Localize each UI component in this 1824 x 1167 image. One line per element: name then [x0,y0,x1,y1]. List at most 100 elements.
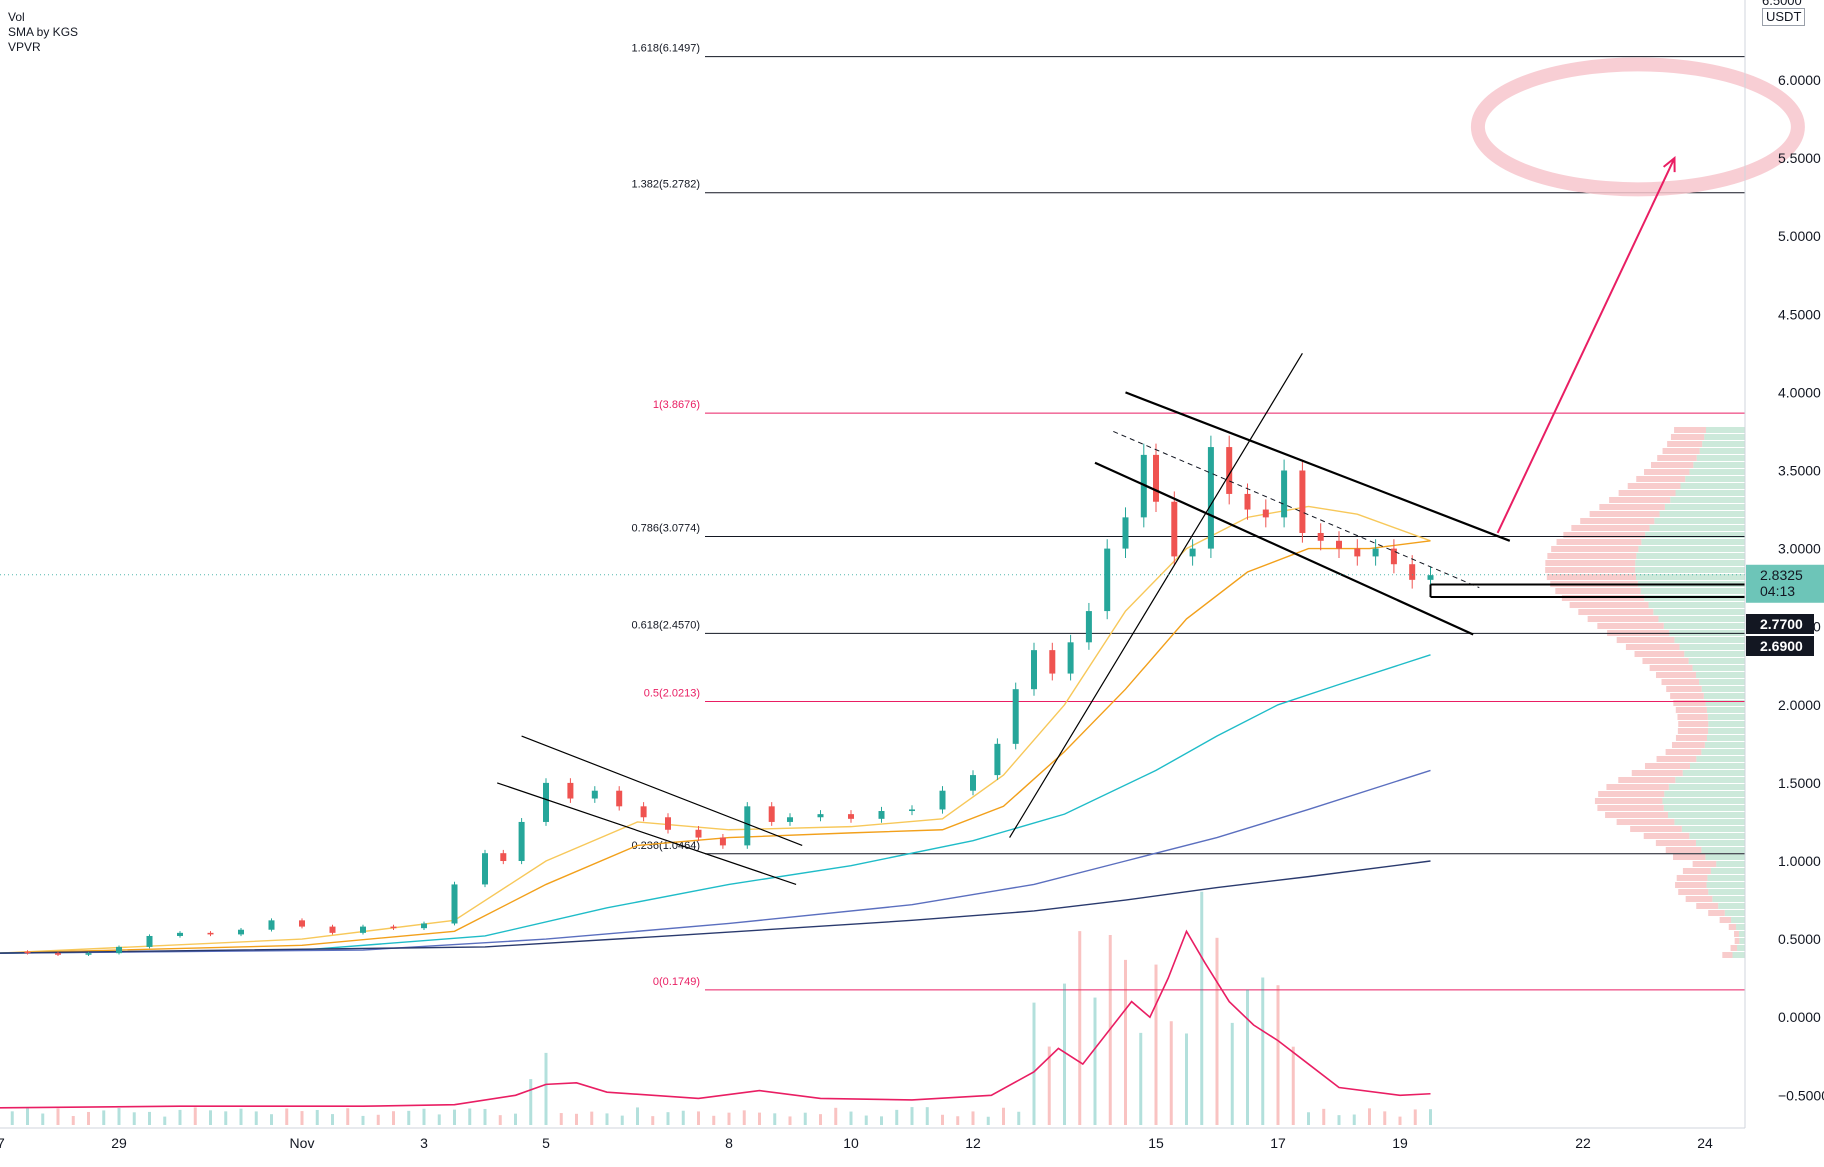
volume-bar [850,1112,853,1125]
volume-bar [1155,965,1158,1125]
vpvr-bar-down [1630,826,1682,832]
volume-bar [1216,938,1219,1125]
candle-body [421,923,427,928]
volume-bar [987,1117,990,1125]
candle-body [769,806,775,822]
volume-bar [773,1113,776,1125]
volume-bar [590,1112,593,1125]
vpvr-bar-up [1654,518,1745,524]
volume-bar [41,1114,44,1125]
volume-bar [407,1111,410,1125]
vpvr-bar-up [1739,931,1745,937]
vpvr-bar-up [1685,476,1745,482]
price-tick-label: −0.5000 [1778,1087,1824,1103]
candle-body [665,817,671,829]
price-tick-label: 2.0000 [1778,697,1821,713]
legend-item-sma[interactable]: SMA by KGS [8,25,78,40]
vpvr-bar-up [1705,742,1745,748]
volume-bar [1094,998,1097,1125]
candle-body [994,744,1000,775]
time-axis-label: 10 [843,1135,859,1151]
price-marker-label: 2.7700 [1760,616,1803,632]
vpvr-bar-down [1720,917,1731,923]
vpvr-bar-down [1657,455,1697,461]
vpvr-bar-up [1660,511,1745,517]
candle-body [744,806,750,845]
candle-body [1104,549,1110,611]
channel-mid-dashed-line[interactable] [1113,431,1479,587]
vpvr-bar-up [1736,924,1745,930]
vpvr-bar-down [1676,707,1707,713]
price-tick-label: 5.0000 [1778,228,1821,244]
candle-body [567,783,573,799]
volume-bar [804,1113,807,1125]
channel-upper-trendline[interactable] [1126,392,1510,540]
candle-body [116,947,122,953]
time-axis-label: 19 [1392,1135,1408,1151]
vpvr-bar-down [1667,441,1702,447]
volume-bar [1002,1108,1005,1125]
vpvr-bar-down [1605,812,1668,818]
impulse-trendline[interactable] [1010,353,1303,837]
early-flag-upper-line[interactable] [522,736,803,845]
legend-item-vpvr[interactable]: VPVR [8,40,78,55]
volume-bar [1399,1117,1402,1125]
candle-body [720,838,726,846]
candle-body [86,953,92,955]
candle-body [452,884,458,923]
vpvr-bar-up [1707,882,1745,888]
vpvr-bar-down [1696,903,1718,909]
volume-bar [728,1113,731,1125]
fib-level-label: 1.618(6.1497) [632,43,701,55]
vpvr-bar-down [1708,910,1725,916]
vpvr-bar-down [1722,952,1732,958]
candle-body [787,817,793,822]
volume-bar [819,1114,822,1125]
vpvr-bar-up [1737,945,1745,951]
price-scale-top-cut-label: 6.5000 [1762,0,1802,8]
candle-body [1354,549,1360,557]
volume-bar [316,1110,319,1125]
volume-bar [362,1116,365,1125]
volume-bar [529,1079,532,1125]
target-zone-ellipse[interactable] [1478,64,1798,189]
vpvr-bar-down [1656,672,1696,678]
candle-body [391,927,397,929]
volume-bar [1124,960,1127,1125]
candle-body [1153,455,1159,502]
candle-body [1013,689,1019,744]
volume-bar [240,1109,243,1125]
candle-body [1318,533,1324,541]
vpvr-bar-up [1704,434,1745,440]
volume-bar [1429,1109,1432,1125]
volume-bar [484,1109,487,1125]
vpvr-bar-up [1693,665,1745,671]
early-flag-lower-line[interactable] [497,783,796,885]
volume-bar [133,1112,136,1125]
price-scale-unit-button[interactable]: USDT [1762,8,1805,26]
candle-body [592,791,598,799]
volume-bar [1307,1112,1310,1125]
volume-bar [514,1114,517,1125]
candle-body [1086,611,1092,642]
vpvr-bar-up [1674,819,1745,825]
vpvr-bar-up [1684,651,1745,657]
vpvr-bar-up [1635,560,1745,566]
volume-bar [636,1107,639,1125]
candle-body [818,814,824,817]
vpvr-bar-up [1696,672,1745,678]
vpvr-bar-down [1662,679,1700,685]
vpvr-bar-up [1665,504,1745,510]
vpvr-bar-down [1666,686,1701,692]
legend-item-volume[interactable]: Vol [8,10,78,25]
volume-bar [423,1109,426,1125]
vpvr-bar-down [1666,847,1702,853]
candle-body [269,920,275,929]
volume-bar [1292,1047,1295,1125]
sma-blue-line [0,770,1431,953]
vpvr-bar-up [1664,623,1745,629]
fib-level-label: 1(3.8676) [653,399,700,411]
volume-bar [972,1111,975,1125]
